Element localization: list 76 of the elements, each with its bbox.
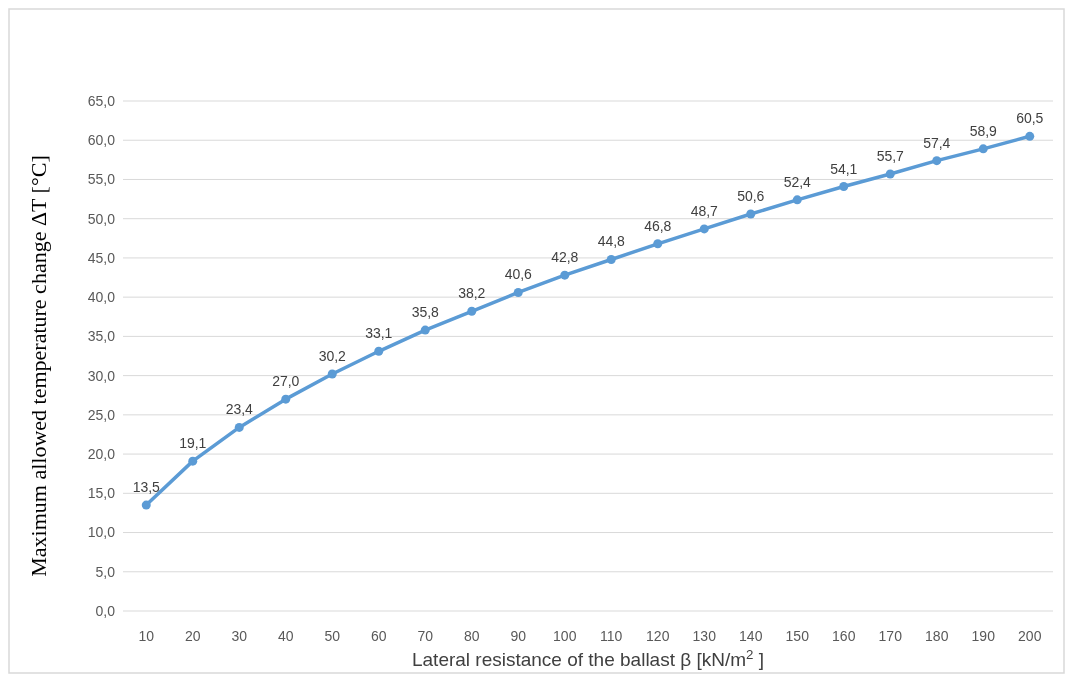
point — [606, 254, 616, 264]
point — [885, 169, 895, 179]
point — [653, 239, 663, 249]
data-label: 38,2 — [458, 285, 486, 302]
point — [978, 144, 988, 154]
data-label: 58,9 — [969, 122, 998, 139]
x-tick-label: 150 — [785, 628, 810, 644]
data-label: 40,6 — [504, 266, 533, 283]
y-tick-label: 55,0 — [87, 171, 116, 188]
point — [420, 325, 430, 335]
y-tick-label: 0,0 — [95, 602, 116, 619]
x-tick-label: 190 — [971, 628, 996, 644]
point — [281, 394, 291, 404]
x-tick-label: 80 — [463, 628, 480, 644]
data-label: 57,4 — [923, 134, 951, 151]
y-tick-label: 40,0 — [87, 289, 116, 306]
x-tick-label: 110 — [600, 628, 623, 644]
x-tick-label: 30 — [231, 628, 248, 644]
y-tick-label: 65,0 — [87, 92, 116, 109]
data-label: 46,8 — [644, 217, 672, 234]
y-tick-label: 5,0 — [95, 563, 116, 580]
x-tick-label: 170 — [878, 628, 903, 644]
x-tick-label: 140 — [739, 628, 763, 644]
x-tick-label: 10 — [138, 628, 155, 644]
x-tick-label: 20 — [184, 628, 201, 644]
point — [234, 422, 244, 432]
x-tick-label: 120 — [646, 628, 670, 644]
y-tick-label: 10,0 — [87, 524, 116, 541]
data-label: 60,5 — [1016, 110, 1044, 127]
point — [374, 346, 384, 356]
data-label: 13,5 — [132, 479, 161, 496]
y-tick-label: 30,0 — [87, 367, 116, 384]
y-tick-label: 45,0 — [87, 249, 116, 266]
y-tick-label: 15,0 — [87, 485, 116, 502]
point — [746, 209, 756, 219]
x-tick-label: 100 — [553, 628, 577, 644]
point — [141, 500, 151, 510]
x-tick-label: 70 — [417, 628, 434, 644]
data-label: 48,7 — [690, 202, 719, 219]
point — [839, 182, 849, 192]
x-axis-title: Lateral resistance of the ballast β [kN/m$^{2}$ ] — [411, 646, 765, 670]
point — [932, 156, 942, 166]
point — [327, 369, 337, 379]
point — [560, 270, 570, 280]
x-tick-label: 180 — [925, 628, 949, 644]
point — [467, 306, 477, 316]
data-label: 27,0 — [272, 373, 300, 390]
data-label: 54,1 — [830, 160, 858, 177]
x-tick-label: 130 — [692, 628, 717, 644]
data-label: 35,8 — [411, 304, 440, 321]
y-tick-label: 35,0 — [87, 328, 116, 345]
data-label: 23,4 — [225, 401, 254, 418]
point — [188, 456, 198, 466]
point — [699, 224, 709, 234]
x-tick-label: 90 — [510, 628, 527, 644]
point — [792, 195, 802, 205]
y-tick-label: 50,0 — [87, 210, 116, 227]
data-label: 42,8 — [551, 249, 579, 266]
point — [1025, 131, 1035, 141]
data-label: 50,6 — [737, 187, 765, 204]
x-tick-label: 160 — [832, 628, 856, 644]
x-tick-label: 50 — [324, 628, 341, 644]
x-tick-label: 40 — [277, 628, 294, 644]
data-label: 55,7 — [876, 147, 905, 164]
data-label: 30,2 — [318, 348, 347, 365]
x-tick-label: 200 — [1018, 628, 1042, 644]
y-axis-title: Maximum allowed temperature change ΔT [°C] — [26, 155, 51, 577]
y-tick-label: 60,0 — [87, 132, 116, 149]
data-label: 44,8 — [597, 233, 626, 250]
x-tick-label: 60 — [370, 628, 387, 644]
data-label: 19,1 — [179, 435, 207, 452]
y-tick-label: 25,0 — [87, 406, 116, 423]
data-label: 33,1 — [365, 325, 393, 342]
point — [513, 287, 523, 297]
data-label: 52,4 — [783, 173, 812, 190]
y-tick-label: 20,0 — [87, 445, 116, 462]
